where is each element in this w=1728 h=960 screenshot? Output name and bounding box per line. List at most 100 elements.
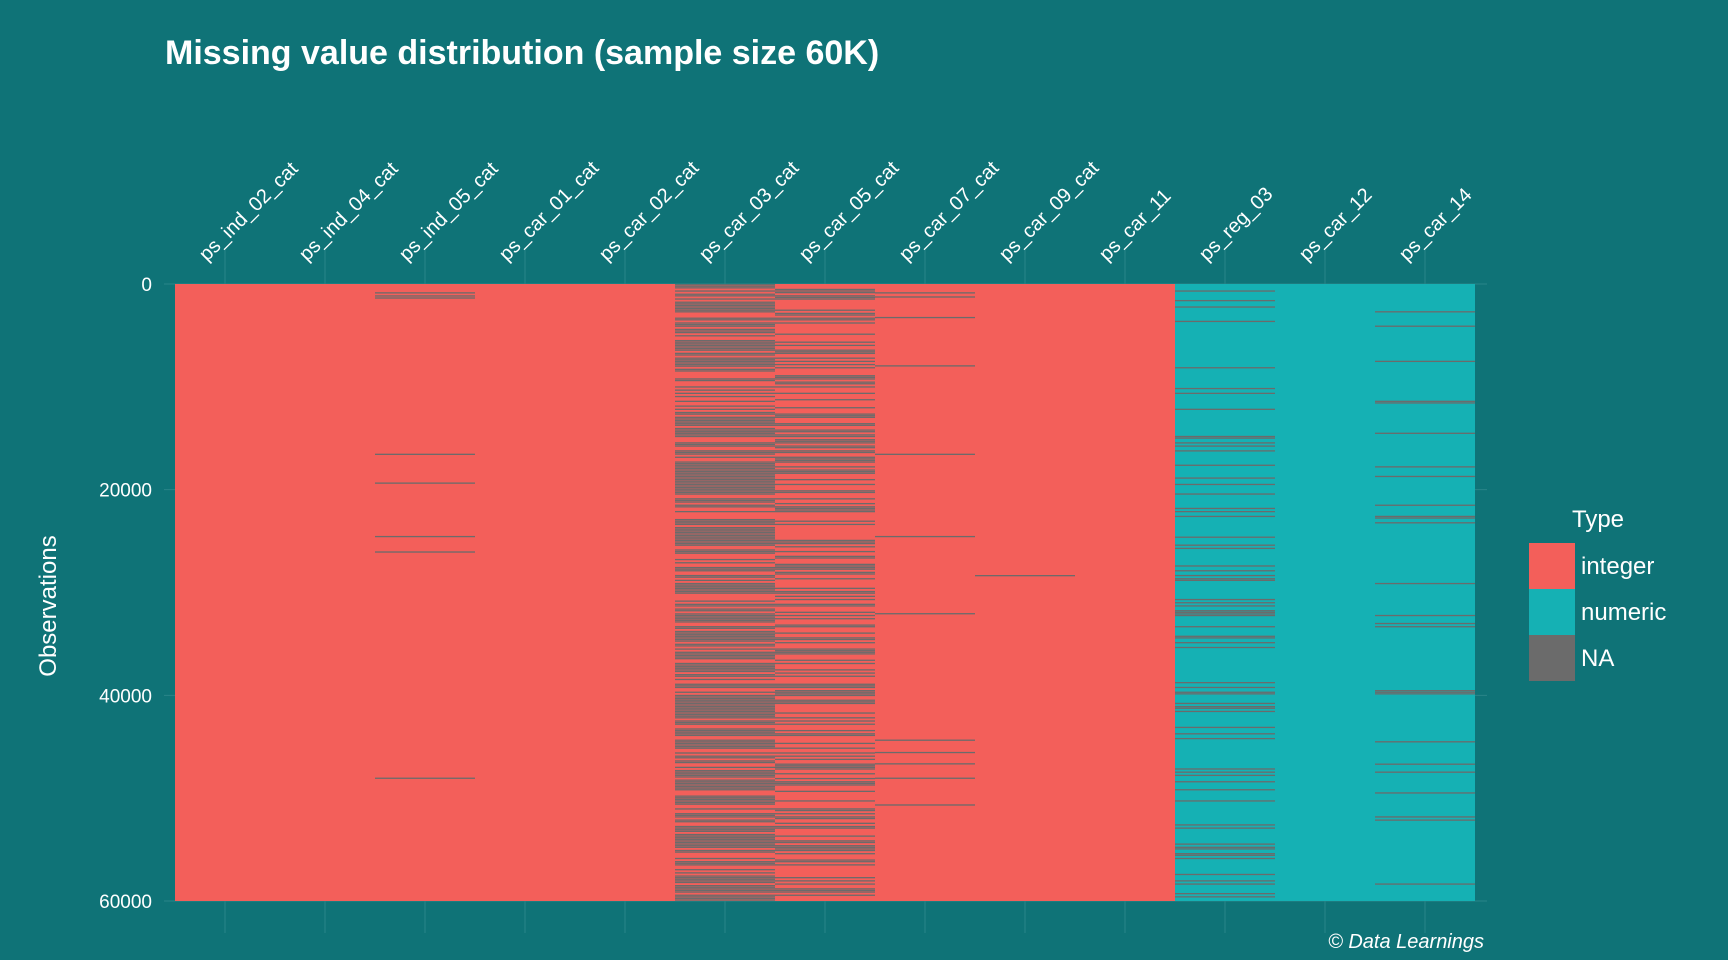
- na-mark: [675, 694, 775, 697]
- na-mark: [675, 323, 775, 326]
- na-mark: [675, 886, 775, 888]
- na-mark: [675, 435, 775, 438]
- na-mark: [675, 678, 775, 681]
- na-mark: [1375, 763, 1475, 765]
- na-mark: [775, 461, 875, 463]
- na-mark: [675, 488, 775, 490]
- na-mark: [675, 493, 775, 495]
- na-mark: [775, 846, 875, 848]
- na-mark: [775, 742, 875, 745]
- na-mark: [1375, 690, 1475, 692]
- na-mark: [675, 349, 775, 351]
- column-ps_car_01_cat: [475, 284, 575, 901]
- na-mark: [775, 853, 875, 855]
- na-mark: [675, 896, 775, 898]
- na-mark: [675, 784, 775, 786]
- na-mark: [775, 651, 875, 653]
- na-mark: [1175, 565, 1275, 567]
- column-bar: [275, 284, 375, 901]
- na-mark: [1175, 774, 1275, 777]
- na-mark: [675, 761, 775, 764]
- na-mark: [675, 541, 775, 543]
- na-mark: [675, 354, 775, 356]
- na-mark: [775, 507, 875, 510]
- na-mark: [675, 469, 775, 471]
- na-mark: [775, 642, 875, 644]
- na-mark: [1175, 781, 1275, 783]
- na-mark: [775, 469, 875, 471]
- na-mark: [675, 600, 775, 602]
- na-mark: [1175, 848, 1275, 850]
- legend-label: integer: [1581, 553, 1654, 580]
- na-mark: [675, 301, 775, 303]
- na-mark: [1175, 710, 1275, 713]
- column-label: ps_car_12: [1295, 184, 1377, 266]
- na-mark: [675, 798, 775, 800]
- na-mark: [1375, 402, 1475, 404]
- na-mark: [675, 309, 775, 311]
- na-mark: [675, 626, 775, 628]
- legend: Type integer numeric NA: [1529, 506, 1666, 681]
- na-mark: [675, 640, 775, 642]
- na-mark: [775, 445, 875, 447]
- na-mark: [775, 800, 875, 802]
- na-mark: [775, 571, 875, 574]
- na-mark: [1175, 693, 1275, 695]
- na-mark: [1375, 582, 1475, 585]
- na-mark: [675, 357, 775, 359]
- na-mark: [775, 595, 875, 597]
- na-mark: [675, 325, 775, 327]
- column-label: ps_reg_03: [1195, 183, 1277, 265]
- na-mark: [675, 285, 775, 287]
- na-mark: [775, 845, 875, 847]
- na-mark: [775, 841, 875, 844]
- na-mark: [775, 523, 875, 526]
- na-mark: [675, 539, 775, 542]
- column-label: ps_ind_05_cat: [395, 158, 503, 266]
- na-mark: [1175, 789, 1275, 791]
- na-mark: [875, 804, 975, 806]
- na-mark: [675, 317, 775, 319]
- na-mark: [1375, 360, 1475, 363]
- na-mark: [675, 552, 775, 554]
- na-mark: [675, 304, 775, 307]
- na-mark: [775, 611, 875, 613]
- na-mark: [675, 365, 775, 367]
- na-mark: [675, 395, 775, 398]
- na-mark: [675, 538, 775, 540]
- na-mark: [675, 392, 775, 394]
- na-mark: [675, 504, 775, 506]
- column-bar: [1175, 284, 1275, 901]
- na-mark: [775, 662, 875, 665]
- na-mark: [775, 375, 875, 377]
- na-mark: [675, 878, 775, 880]
- na-mark: [675, 683, 775, 685]
- na-mark: [875, 763, 975, 765]
- na-mark: [775, 848, 875, 850]
- na-mark: [775, 288, 875, 291]
- na-mark: [775, 603, 875, 605]
- na-mark: [675, 662, 775, 665]
- na-mark: [675, 686, 775, 689]
- na-mark: [775, 720, 875, 722]
- na-mark: [1375, 400, 1475, 402]
- na-mark: [775, 363, 875, 366]
- na-mark: [875, 777, 975, 779]
- na-mark: [675, 653, 775, 655]
- na-mark: [675, 582, 775, 585]
- column-label: ps_car_09_cat: [995, 157, 1104, 266]
- na-mark: [775, 539, 875, 542]
- na-mark: [1175, 846, 1275, 848]
- na-mark: [775, 888, 875, 890]
- na-mark: [675, 475, 775, 478]
- na-mark: [775, 747, 875, 749]
- y-axis-title: Observations: [35, 535, 62, 676]
- na-mark: [675, 307, 775, 310]
- column-label: ps_ind_04_cat: [295, 158, 403, 266]
- na-mark: [775, 498, 875, 500]
- na-mark: [775, 290, 875, 292]
- na-mark: [675, 290, 775, 292]
- na-mark: [675, 287, 775, 289]
- na-mark: [675, 423, 775, 425]
- na-mark: [775, 849, 875, 852]
